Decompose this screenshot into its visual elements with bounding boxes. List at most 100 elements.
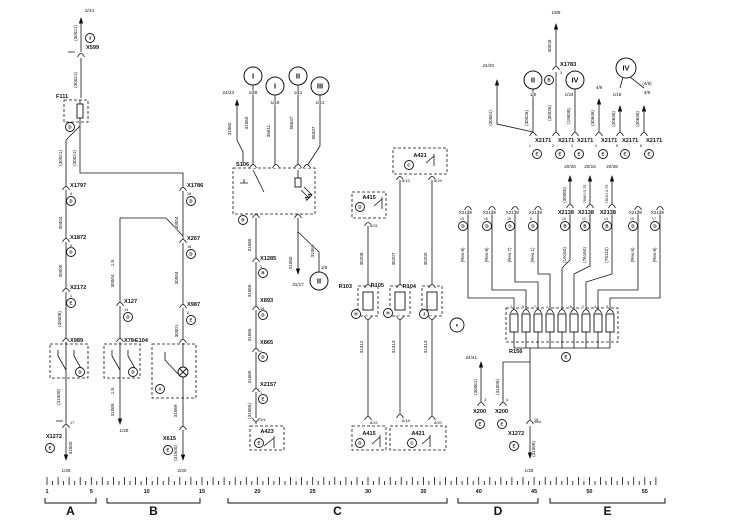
off-page-arrow-down-icon <box>527 452 533 459</box>
component-label: E104 <box>135 338 149 344</box>
connector-hook-icon <box>364 315 372 320</box>
connector-hook-icon <box>252 306 260 311</box>
location-code-letter: D <box>69 199 72 204</box>
symbols-layer <box>62 17 664 461</box>
location-code-letter: D <box>508 224 511 229</box>
location-code-letter: R <box>261 271 265 276</box>
connector-hook-icon <box>179 239 187 244</box>
component-label: F111 <box>56 94 68 100</box>
location-code-letter: B <box>547 78 550 83</box>
connector-hook-icon <box>179 426 187 431</box>
location-code-circle-icon <box>351 309 361 319</box>
section-letter: C <box>333 504 342 518</box>
off-page-arrow-up-icon <box>494 79 500 86</box>
circuit-circle-numeral: II <box>531 76 535 85</box>
location-code-circles: 3 D D D E D E D D D E D A E R R D D E E C D H H J D Ce B E E E E E E D D D D B… <box>45 33 660 455</box>
location-code-letter: D <box>631 224 634 229</box>
connector-hook-icon <box>294 214 302 219</box>
location-code-letter: B <box>563 224 566 229</box>
location-code-letter: E <box>624 152 627 157</box>
component-label: X2138 <box>558 210 574 216</box>
circuit-circle-numeral: IV <box>571 76 578 85</box>
wire-or-reference-label: (30646) <box>611 111 616 127</box>
wire-or-reference-label: 31069 <box>173 404 178 417</box>
section-bracket <box>106 498 201 504</box>
location-code-letter: A <box>158 387 162 392</box>
wire-or-reference-label: 31060 <box>244 116 249 129</box>
wire-or-reference-label: 31313 <box>423 340 428 353</box>
wire-or-reference-label: (Res.7) <box>507 247 512 263</box>
location-code-circle-icon <box>45 443 55 453</box>
ruler-number: 55 <box>642 489 648 495</box>
grid-ruler: 1 5 10 15 20 25 30 35 40 45 50 55 <box>45 477 657 495</box>
location-code-letter: E <box>70 301 73 306</box>
wire-or-reference-label: 1/18 <box>613 92 622 97</box>
connector-hook-icon <box>428 284 436 289</box>
wire-or-reference-label: 6 <box>570 305 572 309</box>
wire-or-reference-label: 14 <box>124 308 128 312</box>
wire-or-reference-label: (Res.6) <box>460 247 465 263</box>
wire-or-reference-label: 76/60 0.75 <box>582 184 587 204</box>
wire-or-reference-label: (78110) <box>604 247 609 263</box>
wire-or-reference-label: 35611 <box>266 124 271 137</box>
component-label: R156 <box>509 349 522 355</box>
wire-or-reference-label: 3/4 <box>260 417 266 422</box>
wire-or-reference-label: (Res.6) <box>630 247 635 263</box>
location-code-circle-icon <box>85 33 95 43</box>
fuse-or-resistor-element <box>362 291 374 311</box>
wire-or-reference-label: 30005 <box>58 264 63 277</box>
location-code-letter: D <box>189 252 192 257</box>
circuit-circle-numeral: I <box>252 72 254 81</box>
wire-or-reference-label: 1 <box>260 391 262 395</box>
wire-or-reference-label: 1/28 <box>525 468 534 473</box>
location-code-circle-icon <box>258 352 268 362</box>
component-label: X2172 <box>70 285 86 291</box>
connector-hook-icon <box>586 204 594 209</box>
wire-or-reference-label: 5 <box>522 305 524 309</box>
location-code-circle-icon <box>66 196 76 206</box>
connector-hook-icon <box>634 206 642 211</box>
connector-hook-icon <box>396 176 404 181</box>
wire-or-reference-label: 18 <box>260 307 264 311</box>
connector-hook-icon <box>428 176 436 181</box>
component-label: X1786 <box>187 183 203 189</box>
wire-or-reference-label: 18 <box>187 245 191 249</box>
section-letter: B <box>149 504 158 518</box>
wire-or-reference-label: (30006) <box>57 311 62 327</box>
component-label: X1285 <box>260 256 276 262</box>
connector-hook-icon <box>656 206 664 211</box>
wire-or-reference-label: 15 <box>460 217 464 221</box>
fuse-or-resistor-element <box>394 291 406 311</box>
wire-or-reference-label: 35208 <box>359 252 364 265</box>
lamp-cross-icon <box>179 368 187 376</box>
component-label: X2171 <box>535 138 551 144</box>
wire-or-reference-label: 1/28 <box>120 428 129 433</box>
off-page-arrow-up-icon <box>553 23 559 30</box>
connector-hook-icon <box>534 309 542 314</box>
wire-or-reference-label: (30021) <box>72 150 77 166</box>
off-page-arrow-up-icon <box>617 105 623 112</box>
location-code-circle-icon <box>66 298 76 308</box>
location-code-letter: D <box>485 224 488 229</box>
ruler-number: 25 <box>310 489 316 495</box>
circuit-circle-icon <box>615 57 637 79</box>
location-code-circle-icon <box>574 149 584 159</box>
wire-or-reference-label: (30021) <box>73 72 78 88</box>
wire-or-reference-label: 1/8 <box>530 92 537 97</box>
wire-or-reference-label: 1 <box>260 349 262 353</box>
wire-or-reference-label: 31312 <box>359 340 364 353</box>
component-label: X1797 <box>70 183 86 189</box>
component-boxes-layer <box>49 99 619 451</box>
ruler-number: 5 <box>90 489 93 495</box>
connector-hook-icon <box>77 53 85 58</box>
wire-or-reference-label: 31565 <box>247 370 252 383</box>
wire-or-reference-label: (76160) <box>582 247 587 263</box>
connector-hook-icon <box>570 309 578 314</box>
component-label: X267 <box>187 236 200 242</box>
connector-hook-icon <box>364 416 372 421</box>
location-code-letter: D <box>261 313 264 318</box>
wire-or-reference-label: 18 <box>507 217 511 221</box>
wire-or-reference-label: 58337 <box>311 126 316 139</box>
ruler-number: 40 <box>476 489 482 495</box>
connector-hook-icon <box>179 187 187 192</box>
